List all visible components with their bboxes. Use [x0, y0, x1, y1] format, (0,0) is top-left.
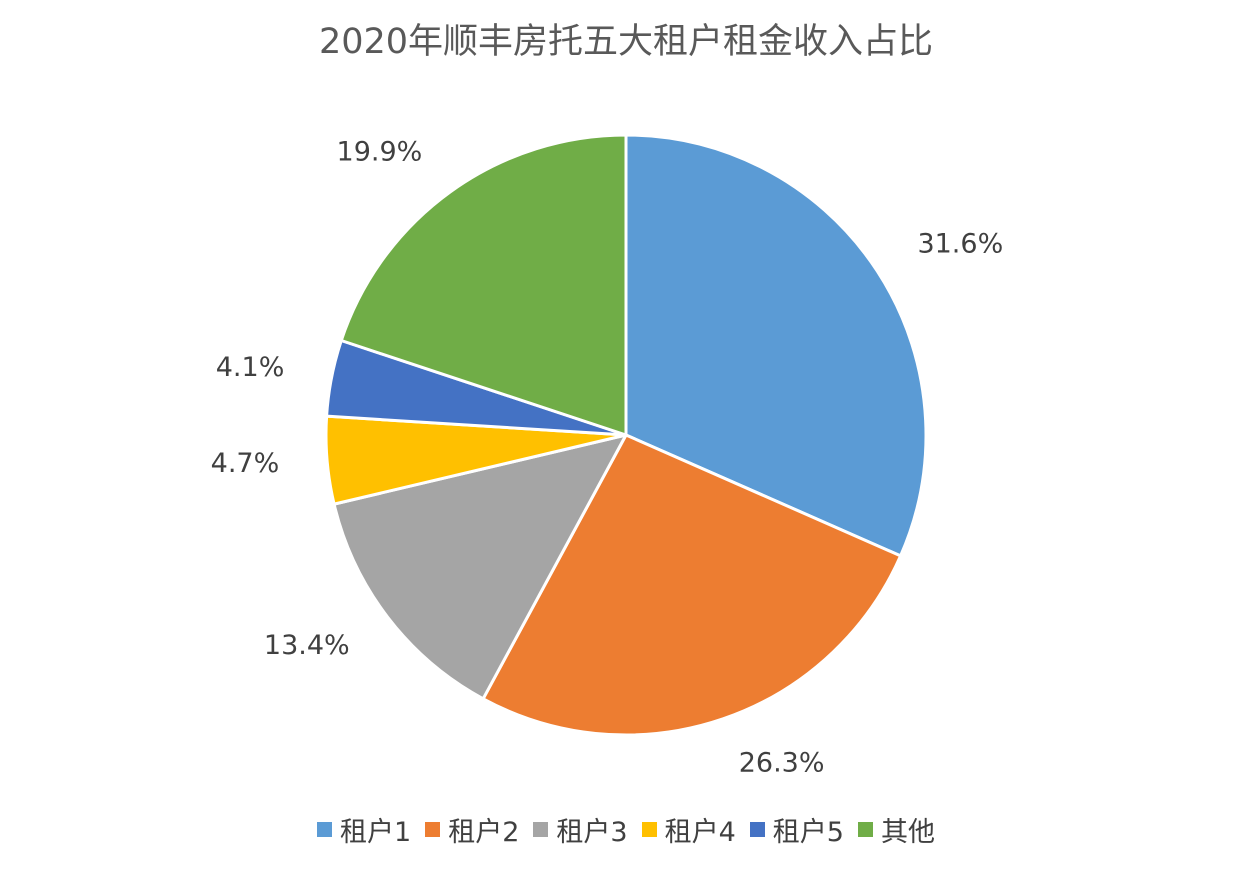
legend-swatch-6	[857, 822, 873, 837]
legend-swatch-1	[317, 822, 333, 837]
legend-item-4: 租户4	[641, 810, 736, 849]
legend-item-6: 其他	[857, 810, 935, 849]
chart-title: 2020年顺丰房托五大租户租金收入占比	[318, 22, 934, 62]
legend-label-6: 其他	[880, 817, 935, 848]
pie-slice-2	[481, 433, 903, 737]
slice-label-4: 4.7%	[211, 448, 280, 479]
pie-slice-1	[624, 133, 928, 558]
legend-item-3: 租户3	[533, 810, 628, 849]
pie-slice-6	[339, 133, 628, 437]
slice-label-6: 19.9%	[337, 136, 423, 167]
legend-label-3: 租户3	[556, 817, 628, 848]
legend-item-5: 租户5	[749, 810, 844, 849]
legend-label-2: 租户2	[448, 817, 520, 848]
legend-label-4: 租户4	[664, 817, 736, 848]
legend: 租户1 租户2 租户3 租户4 租户5 其他	[0, 810, 1252, 849]
legend-swatch-4	[641, 822, 657, 837]
legend-swatch-3	[533, 822, 549, 837]
slice-label-3: 13.4%	[264, 630, 350, 661]
slice-label-2: 26.3%	[739, 748, 825, 779]
legend-item-2: 租户2	[425, 810, 519, 849]
slice-label-1: 31.6%	[917, 228, 1003, 259]
legend-swatch-5	[749, 822, 765, 837]
pie-slice-3	[332, 433, 628, 701]
legend-swatch-2	[425, 822, 441, 837]
legend-item-1: 租户1	[317, 810, 411, 849]
legend-label-1: 租户1	[340, 817, 412, 848]
legend-label-5: 租户5	[772, 817, 844, 848]
slice-label-5: 4.1%	[216, 352, 285, 383]
